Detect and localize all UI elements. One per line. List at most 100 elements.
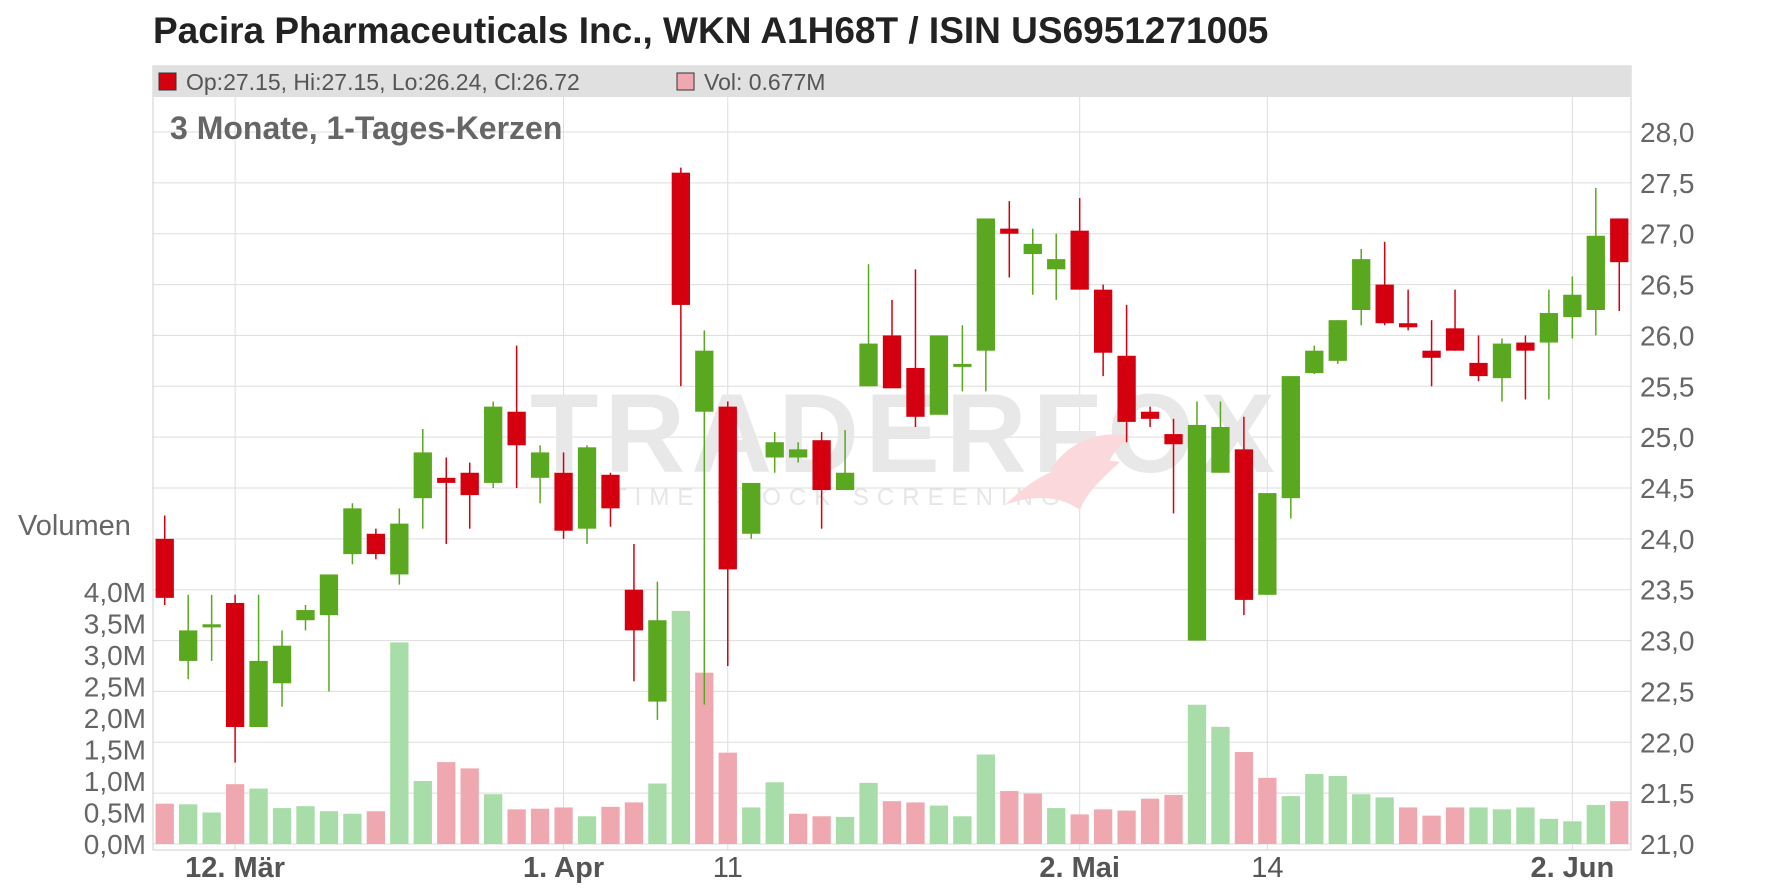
candle-body	[671, 172, 691, 305]
x-axis-labels: 12. Mär 1. Apr 11 2. Mai 14 2. Jun	[185, 852, 1614, 884]
price-tick-label: 22,5	[1640, 676, 1695, 707]
candle-body	[1117, 355, 1136, 422]
x-tick-label: 12. Mär	[185, 852, 285, 884]
volume-bar	[343, 813, 362, 844]
volume-bar	[906, 802, 925, 844]
watermark-tagline: TIME STOCK SCREENING	[612, 484, 1068, 511]
candle-body	[695, 350, 714, 412]
candle-body	[577, 447, 597, 529]
volume-bar	[765, 782, 784, 844]
volume-bar	[671, 610, 691, 844]
volume-bar	[648, 783, 667, 844]
x-tick-label: 2. Mai	[1039, 852, 1120, 884]
volume-bar	[1352, 794, 1371, 844]
candle-body	[1516, 342, 1535, 351]
volume-bar	[624, 802, 644, 844]
candle-body	[742, 482, 761, 534]
volume-bar	[1047, 808, 1066, 844]
candle-body	[953, 363, 972, 367]
candle-body	[179, 630, 198, 661]
price-tick-label: 24,5	[1640, 473, 1695, 504]
price-candles	[155, 167, 1629, 763]
candle-body	[1093, 289, 1113, 353]
volume-bar	[296, 806, 315, 844]
candle-body	[1610, 218, 1629, 263]
volume-axis-ticks: 4,0M3,5M3,0M2,5M2,0M1,5M1,0M0,5M0,0M	[84, 577, 146, 860]
volume-bar	[882, 801, 902, 844]
chart-title: Pacira Pharmaceuticals Inc., WKN A1H68T …	[153, 10, 1269, 51]
volume-bar	[1023, 793, 1042, 844]
volume-bar	[319, 811, 339, 844]
price-tick-label: 26,5	[1640, 270, 1695, 301]
candle-body	[1187, 424, 1207, 641]
candle-body	[976, 218, 995, 351]
candle-body	[624, 589, 644, 631]
candle-body	[1281, 376, 1300, 499]
volume-bar	[1586, 804, 1605, 844]
candle-body	[1422, 350, 1441, 358]
volume-tick-label: 1,0M	[84, 766, 146, 797]
volume-bar	[1492, 809, 1512, 844]
watermark-text: TRADERFOX	[530, 371, 1281, 496]
volume-axis-label: Volumen	[18, 510, 131, 542]
info-bar-background	[153, 66, 1631, 97]
volume-bar	[1093, 809, 1113, 844]
volume-bar	[1164, 794, 1183, 844]
volume-bar	[742, 807, 761, 844]
candle-body	[554, 472, 573, 531]
candle-body	[1352, 259, 1371, 310]
candle-body	[601, 474, 620, 509]
price-tick-label: 27,0	[1640, 219, 1695, 250]
info-bar: Op:27.15, Hi:27.15, Lo:26.24, Cl:26.72 V…	[153, 66, 1631, 97]
volume-bar	[507, 809, 526, 844]
volume-tick-label: 2,5M	[84, 672, 146, 703]
x-tick-label: 1. Apr	[523, 852, 604, 884]
volume-bar	[554, 807, 573, 844]
candle-body	[1492, 343, 1512, 379]
candle-body	[1398, 323, 1418, 328]
volume-bar	[1140, 798, 1160, 844]
volume-bar	[1610, 801, 1629, 844]
volume-bar	[976, 754, 995, 844]
candle-body	[343, 508, 362, 555]
ohlc-legend-swatch	[158, 72, 177, 91]
candle-body	[859, 343, 878, 387]
volume-bar	[225, 784, 245, 844]
volume-bars	[155, 610, 1629, 844]
volume-tick-label: 2,0M	[84, 703, 146, 734]
x-tick-label: 2. Jun	[1530, 852, 1614, 884]
volume-bar	[1305, 774, 1324, 844]
price-tick-label: 28,0	[1640, 117, 1695, 148]
volume-bar	[272, 808, 292, 844]
price-axis-ticks: 28,0 27,5 27,0 26,5 26,0 25,5 25,0 24,5 24,0 23,5…	[1640, 117, 1695, 860]
volume-bar	[460, 768, 479, 844]
candle-body	[718, 406, 737, 570]
volume-bar	[366, 811, 386, 844]
traderfox-watermark: TRADERFOX TIME STOCK SCREENING	[530, 371, 1281, 511]
volume-bar	[1445, 807, 1465, 844]
candle-body	[1047, 259, 1066, 270]
watermark-fox-icon	[1005, 434, 1130, 510]
volume-bar	[695, 672, 714, 844]
volume-bar	[1563, 821, 1582, 844]
candle-body	[765, 442, 784, 458]
volume-bar	[1117, 810, 1136, 844]
candle-body	[366, 533, 386, 555]
volume-bar	[484, 794, 503, 844]
candle-body	[155, 538, 174, 598]
volume-bar	[835, 816, 855, 844]
candle-body	[530, 452, 550, 478]
price-tick-label: 22,0	[1640, 727, 1695, 758]
candle-body	[390, 523, 409, 575]
volume-bar	[249, 788, 268, 844]
x-tick-label: 14	[1251, 852, 1283, 884]
candle-body	[1305, 350, 1324, 374]
volume-bar	[929, 805, 949, 844]
price-tick-label: 23,5	[1640, 575, 1695, 606]
candle-body	[460, 472, 479, 496]
volume-bar	[202, 812, 221, 844]
candle-body	[1140, 411, 1160, 419]
candle-body	[507, 411, 526, 446]
candle-body	[1328, 320, 1347, 361]
